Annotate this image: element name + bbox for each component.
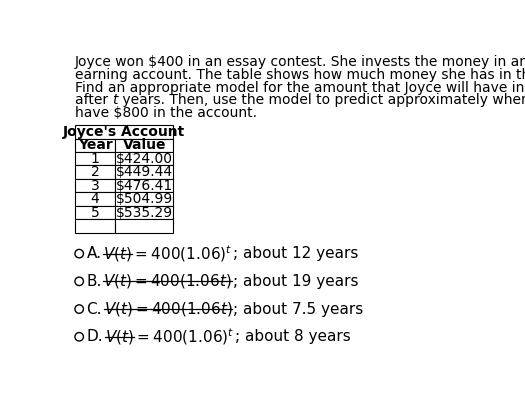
- Text: $476.41: $476.41: [116, 179, 173, 193]
- Text: $\it{V}$$\it{(t)}$: $\it{V}$$\it{(t)}$: [103, 245, 132, 262]
- Bar: [75, 193, 115, 206]
- Text: ; about 8 years: ; about 8 years: [235, 329, 351, 344]
- Text: Find an appropriate model for the amount that Joyce will have in the account: Find an appropriate model for the amount…: [75, 81, 525, 95]
- Text: $\it{V}$$\it{(t)}$: $\it{V}$$\it{(t)}$: [104, 328, 134, 346]
- Text: ; about 12 years: ; about 12 years: [233, 246, 359, 261]
- Text: Value: Value: [122, 138, 166, 152]
- Bar: [75, 166, 115, 179]
- Text: $535.29: $535.29: [116, 206, 173, 220]
- Bar: [115, 206, 173, 220]
- Text: B.: B.: [87, 274, 102, 289]
- Bar: [75, 152, 115, 166]
- Bar: [75, 179, 115, 193]
- Text: 2: 2: [91, 165, 99, 179]
- Text: $504.99: $504.99: [116, 192, 173, 206]
- Text: 5: 5: [91, 206, 99, 220]
- Bar: [115, 179, 173, 193]
- Text: ; about 19 years: ; about 19 years: [233, 274, 359, 289]
- Text: $= 400(1.06)^{t}$: $= 400(1.06)^{t}$: [134, 326, 234, 347]
- Bar: [115, 166, 173, 179]
- Bar: [115, 220, 173, 233]
- Bar: [115, 139, 173, 152]
- Bar: [115, 152, 173, 166]
- Text: have $800 in the account.: have $800 in the account.: [75, 106, 257, 120]
- Text: C.: C.: [87, 302, 102, 316]
- Text: $\it{V}(\it{t}) = 400(1.06\it{t})$: $\it{V}(\it{t}) = 400(1.06\it{t})$: [103, 300, 232, 318]
- Text: years. Then, use the model to predict approximately when Joyce will: years. Then, use the model to predict ap…: [118, 93, 525, 108]
- Text: $= 400(1.06)^{t}$: $= 400(1.06)^{t}$: [132, 243, 233, 264]
- Bar: [75, 206, 115, 220]
- Text: Year: Year: [78, 138, 112, 152]
- Text: after: after: [75, 93, 112, 108]
- Bar: [75, 139, 115, 152]
- Text: 3: 3: [91, 179, 99, 193]
- Text: Joyce won $400 in an essay contest. She invests the money in an interest-: Joyce won $400 in an essay contest. She …: [75, 55, 525, 69]
- Text: 4: 4: [91, 192, 99, 206]
- Text: $424.00: $424.00: [116, 152, 173, 166]
- Bar: [115, 193, 173, 206]
- Text: A.: A.: [87, 246, 101, 261]
- Text: Joyce's Account: Joyce's Account: [63, 125, 185, 139]
- Text: $449.44: $449.44: [116, 165, 173, 179]
- Text: 1: 1: [91, 152, 100, 166]
- Text: earning account. The table shows how much money she has in the account.: earning account. The table shows how muc…: [75, 68, 525, 82]
- Bar: [75, 125, 173, 139]
- Text: t: t: [112, 93, 118, 108]
- Text: D.: D.: [87, 329, 103, 344]
- Text: ; about 7.5 years: ; about 7.5 years: [233, 302, 363, 316]
- Text: $\it{V}(\it{t}) = 400(1.06\it{t})$: $\it{V}(\it{t}) = 400(1.06\it{t})$: [103, 272, 232, 290]
- Bar: [75, 220, 115, 233]
